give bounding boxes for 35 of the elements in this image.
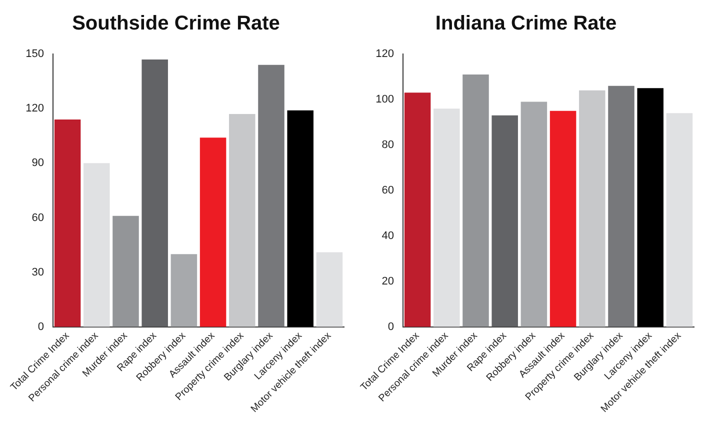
- bar: [142, 59, 168, 327]
- y-tick-label: 90: [32, 157, 44, 170]
- bar: [200, 138, 226, 327]
- bar: [287, 110, 314, 327]
- y-tick-label: 0: [388, 320, 394, 333]
- y-tick-label: 150: [26, 48, 44, 60]
- y-tick-label: 20: [382, 275, 394, 288]
- bar: [229, 114, 256, 327]
- bar: [112, 216, 139, 327]
- bar: [608, 86, 634, 327]
- chart-title: Southside Crime Rate: [72, 12, 280, 35]
- y-tick-label: 60: [32, 212, 44, 224]
- y-tick-label: 60: [382, 184, 394, 196]
- bar: [550, 110, 576, 327]
- y-tick-label: 0: [38, 320, 44, 333]
- bar: [492, 115, 518, 327]
- chart-title: Indiana Crime Rate: [435, 12, 617, 35]
- y-tick-label: 80: [382, 138, 394, 151]
- bar: [462, 74, 489, 327]
- bar: [170, 254, 198, 327]
- y-tick-label: 120: [376, 48, 394, 60]
- bar: [637, 88, 664, 327]
- bar: [54, 119, 81, 327]
- bar: [579, 90, 606, 327]
- bar: [434, 108, 460, 327]
- bar: [404, 92, 431, 327]
- bar: [316, 252, 343, 327]
- bar: [520, 102, 548, 327]
- bar: [666, 113, 693, 327]
- y-tick-label: 120: [26, 102, 44, 115]
- bar: [84, 163, 110, 327]
- y-tick-label: 40: [382, 230, 394, 242]
- y-tick-label: 100: [376, 94, 394, 106]
- bar: [258, 64, 284, 327]
- y-tick-label: 30: [32, 266, 44, 278]
